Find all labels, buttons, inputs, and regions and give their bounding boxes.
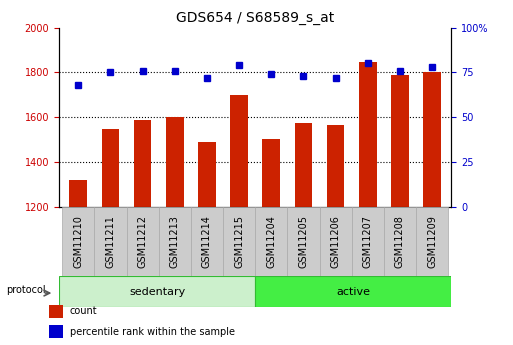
Bar [230, 95, 248, 207]
Text: GSM11210: GSM11210 [73, 215, 83, 268]
Text: active: active [337, 287, 370, 296]
Text: GSM11214: GSM11214 [202, 215, 212, 268]
Bar [134, 119, 151, 207]
Bar [255, 207, 287, 276]
Bar [127, 207, 159, 276]
Text: GSM11205: GSM11205 [299, 215, 308, 268]
Bar [49, 325, 63, 338]
Bar [384, 207, 416, 276]
Bar [352, 207, 384, 276]
Text: GSM11211: GSM11211 [106, 215, 115, 268]
Text: GSM11215: GSM11215 [234, 215, 244, 268]
Bar [62, 207, 94, 276]
Bar [69, 180, 87, 207]
Text: percentile rank within the sample: percentile rank within the sample [69, 327, 234, 336]
Bar [49, 305, 63, 318]
Bar [166, 117, 184, 207]
Text: count: count [69, 306, 97, 316]
Bar [255, 276, 451, 307]
Text: GSM11208: GSM11208 [395, 215, 405, 268]
Bar [102, 128, 120, 207]
Bar [423, 72, 441, 207]
Bar [287, 207, 320, 276]
Text: GSM11209: GSM11209 [427, 215, 437, 268]
Text: GSM11206: GSM11206 [331, 215, 341, 268]
Bar [359, 62, 377, 207]
Text: GSM11207: GSM11207 [363, 215, 373, 268]
Text: protocol: protocol [6, 285, 46, 295]
Bar [294, 123, 312, 207]
Text: GSM11212: GSM11212 [137, 215, 148, 268]
Bar [159, 207, 191, 276]
Bar [191, 207, 223, 276]
Text: GSM11204: GSM11204 [266, 215, 277, 268]
Bar [198, 142, 216, 207]
Bar [223, 207, 255, 276]
Bar [327, 125, 345, 207]
Title: GDS654 / S68589_s_at: GDS654 / S68589_s_at [176, 11, 334, 25]
Bar [320, 207, 352, 276]
Bar [263, 139, 280, 207]
Text: GSM11213: GSM11213 [170, 215, 180, 268]
Bar [94, 207, 127, 276]
Bar [59, 276, 255, 307]
Bar [391, 75, 409, 207]
Text: sedentary: sedentary [129, 287, 185, 296]
Bar [416, 207, 448, 276]
